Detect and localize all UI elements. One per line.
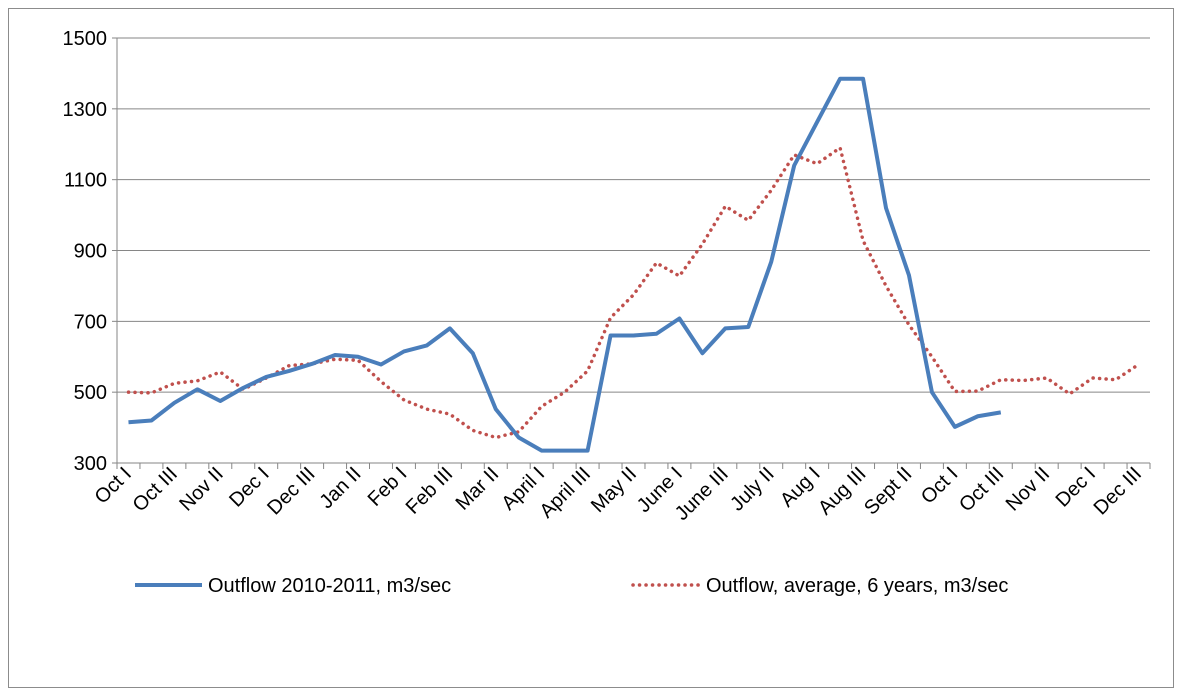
x-tick-label: Dec III	[263, 463, 319, 519]
legend: Outflow 2010-2011, m3/sec Outflow, avera…	[135, 575, 1008, 597]
x-tick-label: Feb III	[402, 463, 458, 519]
y-tick-label-1100: 1100	[64, 170, 107, 192]
y-tick-label-500: 500	[74, 382, 107, 404]
y-tick-label-300: 300	[74, 453, 107, 475]
legend-label-outflow-2010-2011: Outflow 2010-2011, m3/sec	[208, 575, 451, 597]
x-tick-label: Oct III	[129, 463, 182, 516]
grid-lines	[117, 38, 1150, 392]
x-tick-label: Sept II	[860, 463, 916, 519]
y-tick-label-700: 700	[74, 311, 107, 333]
legend-label-outflow-average: Outflow, average, 6 years, m3/sec	[706, 575, 1008, 597]
x-tick-label: Oct III	[955, 463, 1008, 516]
x-tick-label: April III	[536, 463, 596, 523]
series-layer	[128, 79, 1138, 451]
x-tick-label: Dec III	[1090, 463, 1146, 519]
series-points-0	[128, 79, 1000, 451]
x-tick-label: Mar II	[452, 463, 504, 515]
x-tick-label: July II	[726, 463, 779, 516]
x-tick-label: May II	[587, 463, 641, 517]
y-tick-label-1300: 1300	[63, 99, 108, 121]
x-tick-label: Jan II	[315, 463, 365, 513]
x-tick-label: Nov II	[1002, 463, 1055, 516]
x-tick-label: Nov II	[175, 463, 228, 516]
y-tick-labels: 300 500 700 900 1100 1300 1500	[63, 28, 108, 475]
series-points-1	[128, 148, 1138, 438]
x-tick-label: Aug III	[814, 463, 870, 519]
y-tick-label-1500: 1500	[63, 28, 108, 50]
axes	[112, 38, 1150, 469]
y-tick-label-900: 900	[74, 241, 107, 263]
series-line-1	[128, 148, 1138, 438]
series-line-0	[128, 79, 1000, 451]
